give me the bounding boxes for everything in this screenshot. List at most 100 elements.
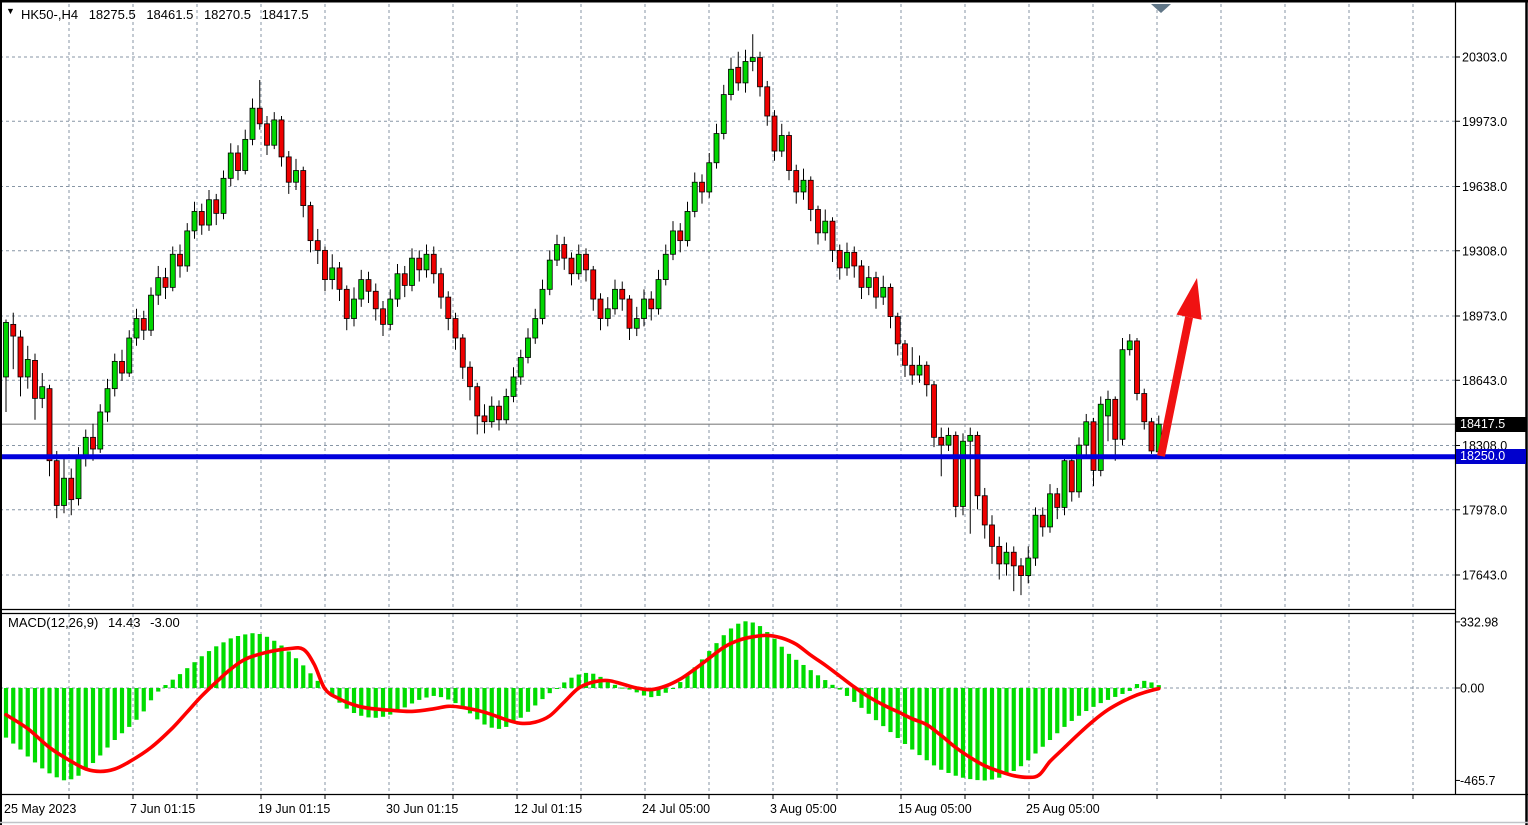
macd-histogram-bar	[743, 621, 748, 688]
macd-histogram-bar	[54, 688, 59, 778]
candle-body	[1097, 403, 1104, 471]
macd-name: MACD(12,26,9)	[8, 615, 99, 630]
candle-body	[670, 230, 676, 255]
macd-histogram-bar	[1055, 688, 1060, 734]
candle-body	[17, 336, 24, 378]
candle-body	[902, 343, 908, 366]
macd-histogram-bar	[18, 688, 23, 750]
candle-body	[329, 267, 336, 280]
macd-histogram-bar	[823, 680, 828, 688]
candle-body	[148, 294, 154, 331]
candle-body	[916, 364, 923, 376]
macd-histogram-bar	[112, 688, 117, 741]
macd-histogram-bar	[772, 638, 777, 688]
candle-body	[1105, 398, 1111, 417]
macd-histogram-bar	[1149, 682, 1154, 688]
macd-histogram-bar	[47, 688, 52, 774]
macd-histogram-bar	[1142, 680, 1147, 688]
candle-body	[945, 434, 952, 446]
candle-body	[706, 162, 713, 193]
candle-body	[343, 288, 350, 319]
ohlc-high: 18461.5	[146, 7, 194, 22]
time-axis-label: 19 Jun 01:15	[258, 802, 330, 816]
candle-body	[249, 107, 256, 140]
macd-axis-label: -465.7	[1460, 774, 1495, 788]
macd-main-value: 14.43	[107, 615, 141, 630]
macd-histogram-bar	[1091, 688, 1096, 707]
macd-histogram-bar	[866, 688, 871, 714]
time-axis-label: 24 Jul 05:00	[642, 802, 710, 816]
candle-body	[822, 220, 829, 234]
candle-body	[111, 360, 118, 390]
macd-histogram-bar	[1156, 685, 1161, 688]
candle-body	[177, 253, 183, 267]
candle-body	[409, 257, 415, 286]
time-axis-label: 12 Jul 01:15	[514, 802, 582, 816]
chart-shift-marker-icon[interactable]	[1151, 4, 1171, 13]
macd-histogram-bar	[330, 688, 335, 696]
macd-histogram-bar	[525, 688, 531, 712]
candle-body	[1119, 349, 1126, 440]
macd-histogram-bar	[438, 688, 444, 698]
candle-body	[633, 318, 640, 329]
macd-histogram-bar	[663, 688, 668, 693]
candle-body	[641, 298, 647, 319]
candle-body	[220, 177, 227, 214]
candle-body	[1126, 340, 1133, 351]
candle-body	[242, 138, 249, 171]
macd-histogram-bar	[83, 688, 88, 770]
candle-body	[278, 119, 285, 158]
expand-arrow-icon[interactable]: ▼	[6, 6, 15, 16]
macd-histogram-bar	[779, 646, 784, 688]
candle-body	[989, 524, 995, 547]
candle-body	[742, 61, 749, 84]
candle-body	[459, 337, 466, 368]
candle-body	[858, 265, 865, 288]
candle-body	[300, 170, 307, 206]
macd-histogram-bar	[815, 675, 821, 688]
candle-body	[336, 267, 343, 290]
candle-body	[90, 436, 96, 450]
macd-histogram-bar	[1047, 688, 1053, 741]
candle-body	[836, 249, 843, 269]
candle-body	[24, 359, 31, 378]
candle-body	[264, 123, 270, 146]
candle-body	[61, 477, 67, 506]
macd-histogram-bar	[968, 688, 973, 780]
candle-body	[612, 288, 618, 310]
candle-body	[597, 298, 604, 319]
candle-body	[467, 366, 473, 388]
macd-histogram-bar	[3, 688, 9, 738]
macd-histogram-bar	[736, 623, 741, 688]
candle-body	[140, 318, 147, 331]
macd-histogram-bar	[1062, 688, 1067, 727]
macd-histogram-bar	[221, 642, 226, 688]
time-axis-label: 3 Aug 05:00	[770, 802, 837, 816]
macd-histogram-bar	[670, 688, 676, 689]
macd-histogram-bar	[388, 688, 393, 715]
candle-body	[126, 337, 133, 374]
macd-histogram-bar	[192, 662, 197, 688]
trend-arrow-shaft[interactable]	[1157, 316, 1193, 457]
candle-body	[104, 388, 111, 413]
macd-histogram-bar	[264, 636, 270, 688]
macd-histogram-bar	[946, 688, 951, 773]
macd-histogram-bar	[177, 674, 183, 688]
trend-arrow-head[interactable]	[1176, 278, 1202, 320]
macd-histogram-bar	[366, 688, 371, 718]
candle-body	[546, 259, 553, 290]
candle-body	[1054, 493, 1061, 508]
candle-body	[960, 440, 966, 507]
macd-histogram-bar	[707, 651, 712, 688]
candle-body	[481, 415, 488, 423]
candle-body	[46, 388, 53, 462]
candle-body	[735, 66, 742, 84]
level-price-tag: 18250.0	[1456, 449, 1526, 465]
symbol-period-label: HK50-,H4	[21, 7, 79, 22]
macd-histogram-bar	[228, 638, 233, 688]
macd-histogram-bar	[975, 688, 980, 781]
macd-histogram-bar	[953, 688, 958, 776]
macd-histogram-bar	[250, 633, 255, 688]
